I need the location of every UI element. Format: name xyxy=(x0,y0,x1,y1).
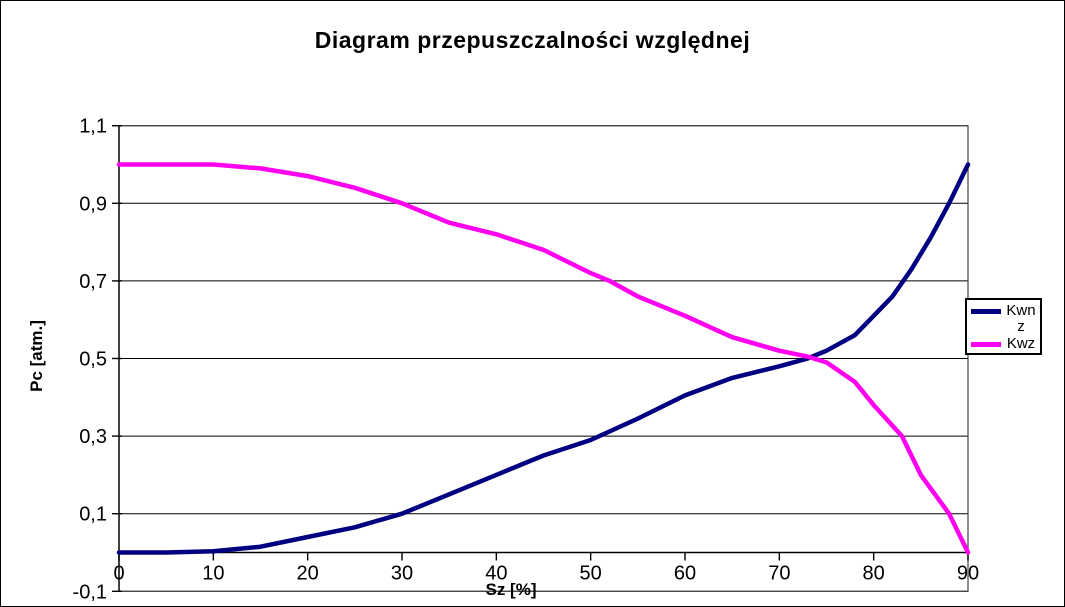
series-line-kwn-z xyxy=(116,162,971,555)
chart-title: Diagram przepuszczalności względnej xyxy=(314,27,751,53)
y-tick-label: 1,1 xyxy=(79,116,107,138)
legend-label-kwnz: Kwn z xyxy=(1006,302,1036,335)
y-tick-label: -0,1 xyxy=(73,581,107,603)
x-tick-label: 10 xyxy=(202,563,224,585)
x-tick-label: 20 xyxy=(297,563,319,585)
x-tick-label: 60 xyxy=(674,563,696,585)
y-tick-label: 0,7 xyxy=(79,271,107,293)
x-tick-label: 30 xyxy=(391,563,413,585)
x-axis-title: Sz [%] xyxy=(485,580,537,599)
x-tick-label: 90 xyxy=(957,563,979,585)
x-tick-label: 70 xyxy=(768,563,790,585)
x-tick-label: 80 xyxy=(863,563,885,585)
x-tick-label: 40 xyxy=(485,563,507,585)
y-tick-label: 0,1 xyxy=(79,504,107,526)
x-tick-label: 0 xyxy=(113,563,124,585)
legend: Kwn z Kwz xyxy=(965,298,1042,355)
legend-line-kwnz-icon xyxy=(971,309,1001,314)
legend-label-kwz: Kwz xyxy=(1006,335,1036,352)
y-tick-label: 0,9 xyxy=(79,193,107,215)
y-tick-label: 0,5 xyxy=(79,349,107,371)
y-axis-title: Pc [atm.] xyxy=(27,320,46,392)
series-line-kwz xyxy=(116,162,971,555)
legend-line-kwz-icon xyxy=(971,342,1001,347)
x-tick-label: 50 xyxy=(580,563,602,585)
legend-item-kwz: Kwz xyxy=(971,336,1038,352)
y-tick-label: 0,3 xyxy=(79,426,107,448)
legend-item-kwnz: Kwn z xyxy=(971,303,1038,335)
